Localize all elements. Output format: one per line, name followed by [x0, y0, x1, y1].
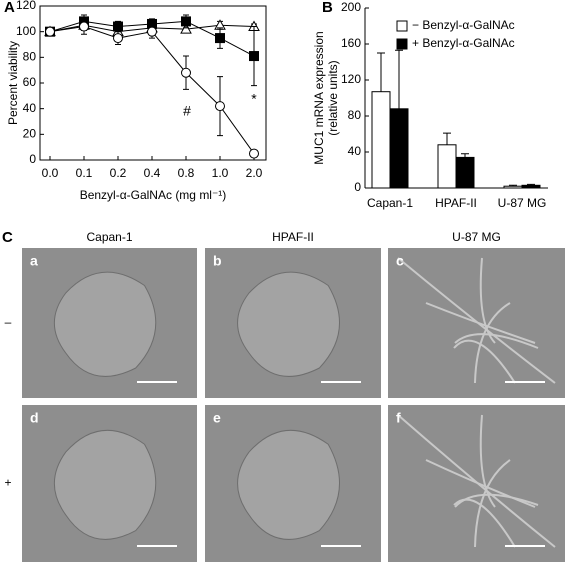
bar — [455, 156, 475, 189]
cell-colony — [54, 429, 157, 540]
panel-letter: c — [396, 253, 404, 269]
y-axis-label: MUC1 mRNA expression — [312, 31, 326, 164]
legend-label: + Benzyl-α-GalNAc — [412, 36, 515, 50]
panel-letter: b — [213, 253, 222, 269]
legend-label: − Benzyl-α-GalNAc — [412, 18, 515, 32]
marker — [181, 67, 191, 78]
x-tick-label: 0.2 — [110, 166, 127, 180]
marker — [147, 26, 157, 37]
marker — [215, 101, 225, 112]
y-tick-label: 40 — [348, 144, 362, 158]
x-tick-label: 0.4 — [144, 166, 161, 180]
panel-label: C — [2, 229, 13, 246]
marker — [180, 23, 192, 34]
y-axis-label: (relative units) — [326, 60, 340, 135]
cell-process — [479, 414, 496, 508]
panel-letter: a — [30, 253, 38, 269]
y-tick-label: 80 — [23, 50, 37, 64]
cell-process — [479, 257, 496, 344]
annotation: # — [183, 103, 191, 119]
cell-process — [454, 333, 539, 349]
cell-process — [454, 493, 539, 508]
legend-swatch — [396, 38, 408, 50]
y-tick-label: 160 — [341, 36, 361, 50]
y-tick-label: 0 — [354, 180, 361, 194]
annotation: * — [251, 91, 257, 107]
panel-label: A — [4, 0, 15, 16]
column-header: HPAF-II — [272, 230, 314, 244]
cell-process — [425, 302, 536, 344]
panel-label: B — [322, 0, 333, 16]
bar — [389, 108, 409, 189]
bar — [521, 184, 541, 189]
x-tick-label: HPAF-II — [435, 196, 477, 210]
legend-swatch — [396, 20, 408, 32]
cell-process — [425, 459, 536, 508]
cell-colony — [237, 429, 340, 540]
cell-process — [474, 459, 511, 548]
panel-letter: e — [213, 410, 221, 426]
x-tick-label: 2.0 — [246, 166, 263, 180]
bar — [503, 185, 523, 189]
x-tick-label: 0.1 — [76, 166, 93, 180]
cell-process — [474, 302, 511, 384]
x-tick-label: Capan-1 — [367, 196, 413, 210]
marker — [113, 21, 123, 32]
x-tick-label: U-87 MG — [498, 196, 547, 210]
y-tick-label: 120 — [341, 72, 361, 86]
marker — [79, 21, 89, 32]
row-label: + — [4, 476, 11, 490]
y-tick-label: 20 — [23, 127, 37, 141]
plot-frame — [39, 5, 267, 161]
y-tick-label: 40 — [23, 101, 37, 115]
marker — [249, 51, 259, 62]
marker — [215, 33, 225, 44]
panel-letter: d — [30, 410, 39, 426]
y-axis-label: Percent viability — [6, 41, 20, 125]
x-tick-label: 0.8 — [178, 166, 195, 180]
bar — [437, 144, 457, 189]
y-tick-label: 0 — [29, 152, 36, 166]
x-tick-label: 0.0 — [42, 166, 59, 180]
y-tick-label: 60 — [23, 75, 37, 89]
series-line — [49, 26, 255, 154]
column-header: Capan-1 — [86, 230, 132, 244]
x-axis-label: Benzyl-α-GalNAc (mg ml⁻¹) — [80, 188, 227, 202]
y-tick-label: 200 — [341, 0, 361, 14]
marker — [113, 33, 123, 44]
marker — [45, 26, 55, 37]
y-tick-label: 80 — [348, 108, 362, 122]
y-tick-label: 120 — [16, 0, 36, 12]
marker — [249, 148, 259, 159]
cell-colony — [237, 271, 340, 377]
column-header: U-87 MG — [452, 230, 501, 244]
bar — [371, 91, 391, 189]
y-tick-label: 100 — [16, 24, 36, 38]
x-tick-label: 1.0 — [212, 166, 229, 180]
marker — [181, 16, 191, 27]
panel-letter: f — [396, 410, 401, 426]
row-label: – — [5, 315, 12, 329]
cell-colony — [54, 271, 157, 377]
